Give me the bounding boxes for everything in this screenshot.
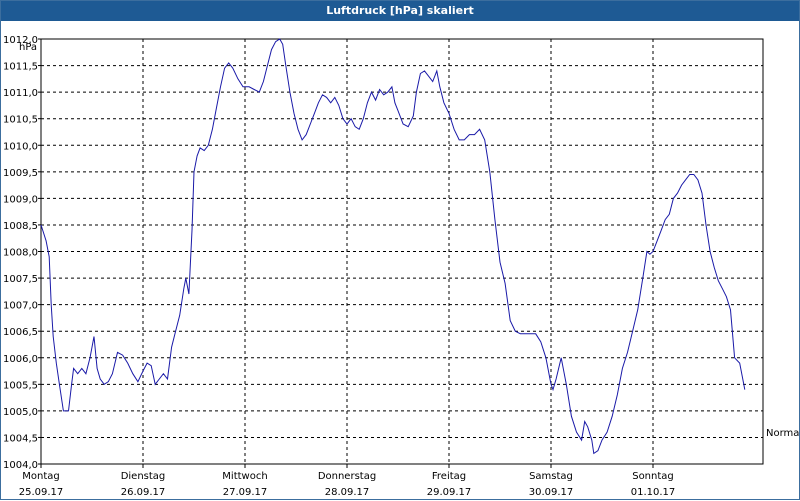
y-tick-label: 1011,5 <box>3 62 38 73</box>
x-tick-date: 26.09.17 <box>121 487 166 498</box>
y-tick-label: 1004,5 <box>3 433 38 444</box>
y-axis-label: hPa <box>19 42 37 53</box>
x-tick-date: 30.09.17 <box>529 487 574 498</box>
y-tick-label: 1007,0 <box>3 301 38 312</box>
x-tick-day: Donnerstag <box>318 471 376 482</box>
x-tick-day: Samstag <box>529 471 573 482</box>
y-tick-label: 1009,5 <box>3 168 38 179</box>
x-axis: Montag 25.09.17 Dienstag 26.09.17 Mittwoch 27… <box>19 464 676 498</box>
grid-lines <box>41 38 763 464</box>
y-axis: 1004,0 1004,5 1005,0 1005,5 1006,0 1006,5 1007… <box>3 35 41 471</box>
y-tick-label: 1008,0 <box>3 248 38 259</box>
y-tick-label: 1005,5 <box>3 380 38 391</box>
x-tick-date: 25.09.17 <box>19 487 64 498</box>
y-tick-label: 1011,0 <box>3 88 38 99</box>
x-tick-date: 28.09.17 <box>325 487 370 498</box>
y-tick-label: 1010,0 <box>3 141 38 152</box>
x-tick-date: 01.10.17 <box>631 487 676 498</box>
x-tick-day: Montag <box>22 471 59 482</box>
y-tick-label: 1010,5 <box>3 115 38 126</box>
y-tick-label: 1006,0 <box>3 354 38 365</box>
series-line-luftdruck <box>40 38 746 455</box>
x-tick-day: Sonntag <box>632 471 674 482</box>
y-tick-label: 1007,5 <box>3 274 38 285</box>
chart-title: Luftdruck [hPa] skaliert <box>1 1 799 21</box>
x-tick-date: 27.09.17 <box>223 487 268 498</box>
y-tick-label: 1008,5 <box>3 221 38 232</box>
y-tick-label: 1006,5 <box>3 327 38 338</box>
x-tick-day: Freitag <box>432 471 466 482</box>
x-tick-day: Dienstag <box>121 471 166 482</box>
y-tick-label: 1009,0 <box>3 194 38 205</box>
y-tick-label: 1004,0 <box>3 460 38 471</box>
x-tick-day: Mittwoch <box>222 471 267 482</box>
y-tick-label: 1005,0 <box>3 407 38 418</box>
x-tick-date: 29.09.17 <box>427 487 472 498</box>
y-tick-label: 1012,0 <box>3 35 38 46</box>
normal-annotation: Normal <box>766 428 800 439</box>
